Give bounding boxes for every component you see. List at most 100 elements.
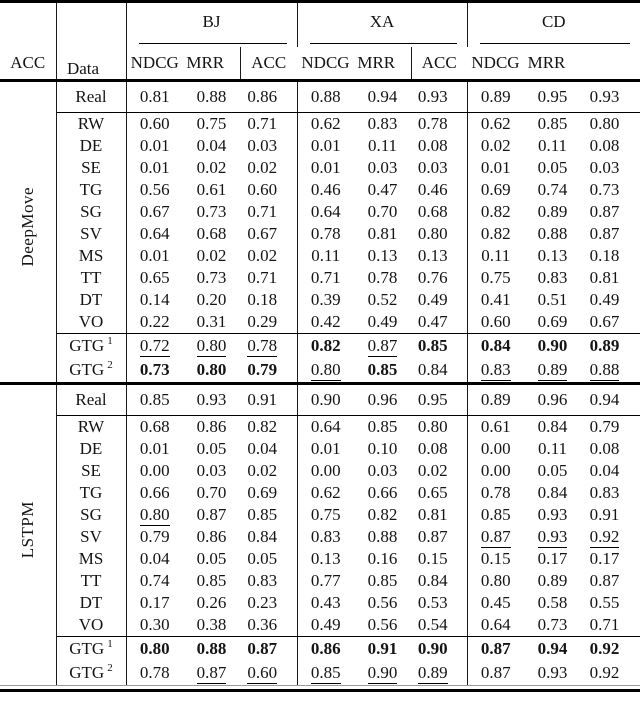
metric-value: 0.78	[139, 663, 170, 682]
metric-value: 0.78	[310, 224, 341, 243]
metric-value: 0.67	[589, 312, 620, 331]
metric-value: 0.49	[354, 311, 411, 333]
metric-value: 0.78	[240, 334, 298, 358]
metric-value: 0.47	[411, 311, 468, 333]
metric-value: 0.88	[354, 526, 411, 548]
metric-value: 0.67	[126, 201, 183, 223]
metric-value: 0.93	[581, 82, 640, 112]
metric-value: 0.90	[310, 390, 341, 409]
metric-value: 0.42	[310, 312, 341, 331]
metric-value: 0.83	[589, 483, 620, 502]
metric-value: 0.05	[524, 157, 581, 179]
metric-value: 0.01	[126, 245, 183, 267]
metric-value: 0.02	[240, 157, 298, 179]
metric-value: 0.47	[417, 312, 448, 331]
metric-value: 0.10	[354, 438, 411, 460]
metric-value: 0.84	[417, 571, 448, 590]
data-header: Data	[55, 3, 127, 79]
metric-value-best: 0.87	[480, 639, 511, 658]
table-row: TG 0.66 0.70 0.69 0.62 0.66 0.65 0.78 0.84 0.83	[0, 482, 640, 504]
metric-value: 0.58	[524, 592, 581, 614]
metric-value: 0.86	[196, 527, 227, 546]
metric-value: 0.64	[310, 202, 341, 221]
metric-value: 0.05	[196, 439, 227, 458]
metric-value: 0.03	[581, 157, 640, 179]
metric-value: 0.66	[126, 482, 183, 504]
metric-value: 0.79	[589, 417, 620, 436]
metric-value: 0.71	[310, 268, 341, 287]
metric-header-cd-mrr: MRR	[527, 53, 566, 72]
row-label: DT	[55, 592, 127, 614]
row-label: GTG 2	[55, 358, 127, 382]
metric-value-best: 0.87	[247, 639, 278, 658]
metric-value: 0.79	[139, 527, 170, 546]
metric-value: 0.39	[297, 289, 354, 311]
metric-value: 0.11	[481, 246, 511, 265]
metric-value: 0.83	[297, 526, 354, 548]
metric-value: 0.14	[126, 289, 183, 311]
metric-value: 0.02	[183, 157, 240, 179]
metric-value: 0.36	[247, 615, 278, 634]
metric-value: 0.08	[589, 136, 620, 155]
metric-value: 0.02	[196, 246, 227, 265]
metric-value: 0.69	[524, 311, 581, 333]
metric-header-xa-mrr: MRR	[354, 47, 412, 79]
metric-value: 0.11	[297, 245, 354, 267]
metric-value-best: 0.94	[537, 639, 568, 658]
column-group-label: BJ	[126, 3, 298, 47]
metric-value: 0.11	[537, 439, 568, 458]
metric-value: 0.03	[183, 460, 240, 482]
model-label-text: DeepMove	[17, 187, 37, 267]
metric-value-best: 0.90	[417, 639, 448, 658]
rule	[55, 415, 640, 416]
metric-value: 0.03	[354, 460, 411, 482]
metric-value-second-best: 0.92	[589, 527, 620, 548]
metric-value: 0.68	[411, 201, 468, 223]
metric-value: 0.71	[589, 615, 620, 634]
metric-value: 0.68	[417, 202, 448, 221]
metric-value: 0.01	[126, 157, 183, 179]
metric-value: 0.56	[139, 180, 170, 199]
metric-value: 0.03	[367, 461, 398, 480]
metric-value: 0.74	[537, 180, 568, 199]
metric-value: 0.51	[524, 289, 581, 311]
metric-value: 0.17	[524, 548, 581, 570]
metric-value: 0.92	[581, 526, 640, 548]
metric-value: 0.83	[467, 358, 524, 382]
mid-rule	[0, 636, 640, 637]
metric-value: 0.41	[467, 289, 524, 311]
metric-value: 0.62	[310, 483, 341, 502]
metric-value: 0.89	[411, 661, 468, 685]
table-row: RW 0.68 0.86 0.82 0.64 0.85 0.80 0.61 0.84 0.79	[0, 416, 640, 438]
metric-value: 0.54	[411, 614, 468, 636]
metric-value: 0.85	[537, 114, 568, 133]
metric-value: 0.76	[417, 268, 448, 287]
metric-value: 0.84	[467, 334, 524, 358]
metric-value: 0.00	[139, 461, 170, 480]
metric-value: 0.96	[354, 385, 411, 415]
metric-value: 0.85	[183, 570, 240, 592]
metric-value: 0.01	[297, 438, 354, 460]
metric-value: 0.74	[126, 570, 183, 592]
metric-value-second-best: 0.87	[196, 663, 227, 684]
metric-value: 0.08	[411, 135, 468, 157]
metric-value-best: 0.80	[139, 639, 170, 658]
metric-value: 0.80	[411, 223, 468, 245]
header-group-row: Data BJ XA CD	[0, 3, 640, 79]
metric-value: 0.73	[581, 179, 640, 201]
metric-value: 0.69	[240, 482, 298, 504]
row-label: RW	[55, 113, 127, 135]
metric-value: 0.88	[581, 358, 640, 382]
metric-value-best: 0.82	[310, 336, 341, 355]
cmidrule	[309, 42, 457, 44]
metric-value: 0.56	[367, 593, 398, 612]
gtg-variant-superscript: 2	[107, 662, 113, 675]
metric-header-xa-acc: ACC	[251, 53, 287, 72]
metric-value: 0.29	[240, 311, 298, 333]
metric-value: 0.49	[367, 312, 398, 331]
metric-value: 0.81	[354, 223, 411, 245]
metric-value: 0.85	[297, 661, 354, 685]
metric-value: 0.70	[367, 202, 398, 221]
metric-value: 0.16	[354, 548, 411, 570]
group-label-xa: XA	[369, 11, 395, 31]
